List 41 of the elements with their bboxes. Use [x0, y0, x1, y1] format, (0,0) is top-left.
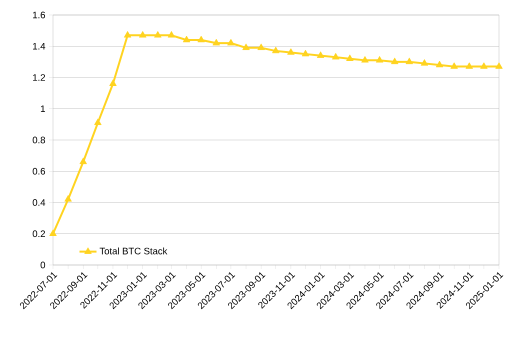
point — [109, 79, 117, 86]
y-tick-label: 1 — [40, 105, 46, 112]
point — [287, 48, 295, 55]
y-tick-label: 0 — [40, 262, 46, 268]
point — [80, 158, 87, 164]
point — [495, 62, 503, 69]
y-tick-label: 0.2 — [32, 230, 46, 238]
point — [154, 31, 162, 38]
point — [227, 38, 235, 46]
point — [346, 54, 354, 61]
point — [212, 38, 220, 46]
point — [272, 46, 280, 54]
point — [197, 36, 205, 42]
point — [361, 56, 369, 63]
y-tick-label: 0.6 — [32, 168, 46, 175]
point — [376, 56, 384, 63]
point — [420, 59, 428, 66]
legend-label: Total BTC Stack — [100, 247, 168, 254]
point — [242, 44, 250, 50]
point — [49, 230, 57, 236]
y-tick-label: 0.8 — [32, 136, 46, 144]
point — [94, 118, 102, 126]
point — [436, 60, 444, 68]
point — [390, 58, 398, 64]
point — [168, 31, 176, 38]
point — [406, 58, 414, 64]
y-tick-label: 0.4 — [32, 199, 46, 206]
y-tick-label: 1.6 — [33, 12, 46, 18]
y-tick-label: 1.2 — [33, 74, 46, 81]
point — [138, 31, 146, 38]
point — [450, 62, 458, 69]
point — [182, 36, 190, 42]
point — [332, 52, 340, 60]
point — [466, 62, 473, 69]
point — [257, 44, 265, 50]
point — [64, 195, 72, 202]
point — [124, 31, 132, 38]
point — [480, 62, 488, 69]
point — [316, 51, 324, 58]
point — [302, 50, 310, 56]
y-tick-label: 1.4 — [33, 42, 46, 50]
